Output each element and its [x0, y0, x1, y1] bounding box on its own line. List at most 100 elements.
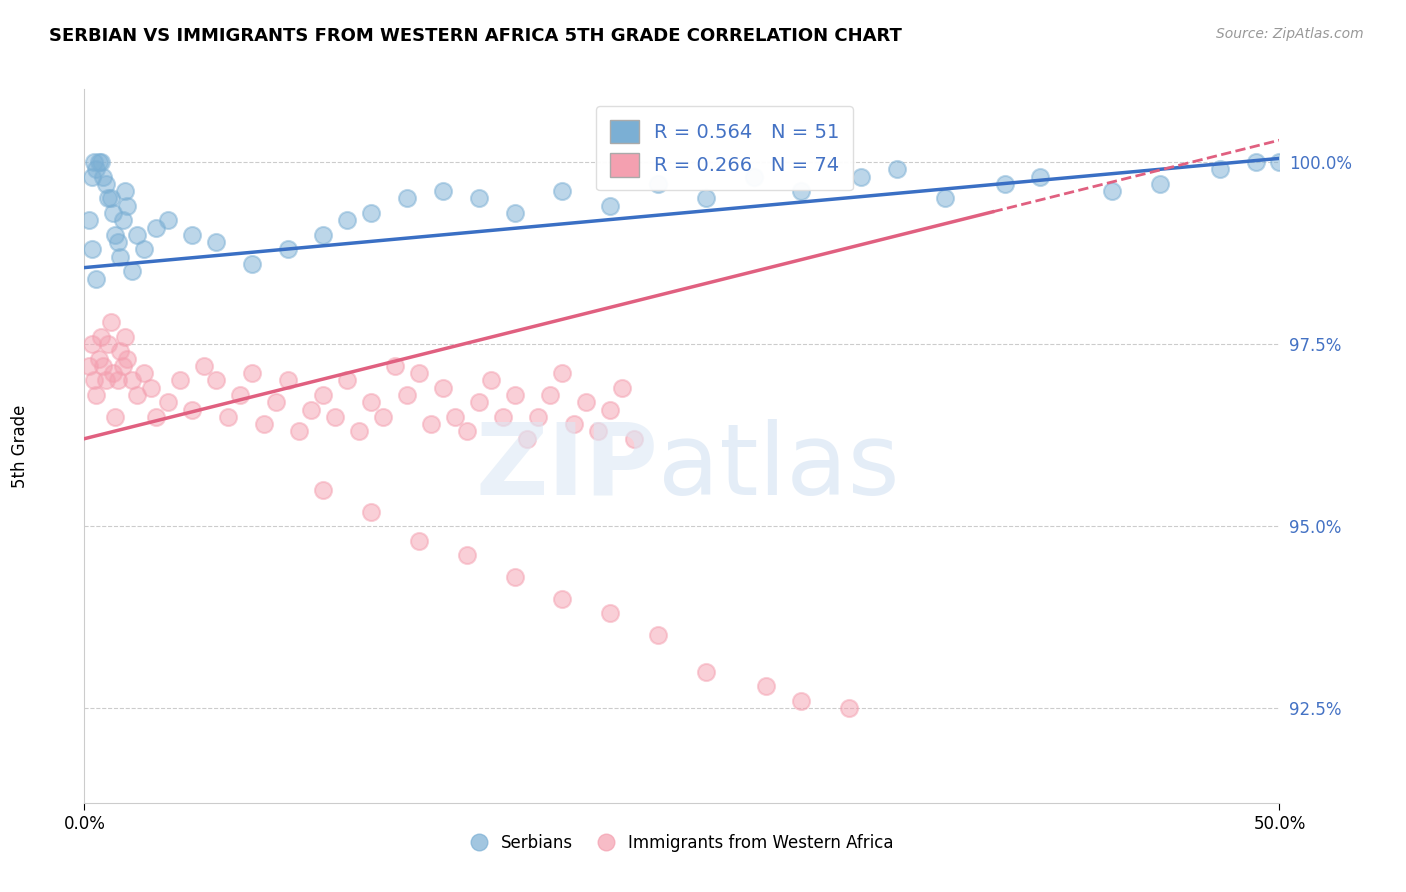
Text: Source: ZipAtlas.com: Source: ZipAtlas.com: [1216, 27, 1364, 41]
Point: [86, 162, 108, 177]
Point: [551, 184, 574, 198]
Point: [240, 257, 263, 271]
Point: [408, 366, 430, 380]
Point: [420, 417, 443, 432]
Point: [599, 402, 621, 417]
Text: atlas: atlas: [658, 419, 900, 516]
Point: [169, 374, 191, 388]
Point: [1149, 177, 1171, 191]
Point: [325, 409, 347, 424]
Point: [612, 381, 634, 395]
Point: [205, 374, 228, 388]
Point: [288, 425, 311, 439]
Point: [87, 351, 110, 366]
Point: [107, 235, 129, 249]
Point: [1244, 155, 1267, 169]
Point: [104, 409, 127, 424]
Point: [527, 409, 550, 424]
Point: [93, 169, 115, 184]
Point: [301, 402, 323, 417]
Point: [97, 337, 120, 351]
Point: [100, 191, 122, 205]
Point: [114, 330, 136, 344]
Point: [336, 374, 359, 388]
Point: [396, 191, 419, 205]
Point: [157, 395, 180, 409]
Point: [111, 359, 134, 373]
Point: [432, 184, 454, 198]
Point: [408, 533, 430, 548]
Point: [384, 359, 406, 373]
Point: [456, 548, 478, 562]
Point: [157, 213, 180, 227]
Point: [132, 243, 156, 257]
Point: [111, 213, 134, 227]
Point: [540, 388, 562, 402]
Point: [360, 504, 382, 518]
Point: [87, 155, 110, 169]
Y-axis label: 5th Grade: 5th Grade: [11, 404, 28, 488]
Point: [101, 206, 124, 220]
Point: [80, 243, 103, 257]
Point: [181, 402, 204, 417]
Point: [360, 206, 382, 220]
Point: [516, 432, 538, 446]
Point: [83, 374, 105, 388]
Point: [90, 330, 112, 344]
Point: [77, 359, 100, 373]
Point: [132, 366, 156, 380]
Point: [838, 701, 860, 715]
Point: [647, 628, 669, 642]
Point: [125, 388, 148, 402]
Point: [117, 199, 139, 213]
Point: [114, 184, 136, 198]
Point: [695, 191, 717, 205]
Point: [468, 191, 491, 205]
Point: [100, 315, 122, 329]
Point: [110, 250, 132, 264]
Point: [934, 191, 956, 205]
Point: [253, 417, 276, 432]
Point: [396, 388, 419, 402]
Point: [468, 395, 491, 409]
Point: [336, 213, 359, 227]
Point: [503, 206, 526, 220]
Point: [141, 381, 163, 395]
Point: [432, 381, 454, 395]
Text: SERBIAN VS IMMIGRANTS FROM WESTERN AFRICA 5TH GRADE CORRELATION CHART: SERBIAN VS IMMIGRANTS FROM WESTERN AFRIC…: [49, 27, 903, 45]
Point: [1209, 162, 1232, 177]
Point: [1268, 155, 1291, 169]
Point: [217, 409, 239, 424]
Point: [90, 155, 112, 169]
Point: [117, 351, 139, 366]
Point: [551, 366, 574, 380]
Point: [994, 177, 1017, 191]
Point: [277, 243, 299, 257]
Point: [277, 374, 299, 388]
Point: [790, 694, 813, 708]
Point: [145, 409, 167, 424]
Point: [1101, 184, 1123, 198]
Point: [83, 155, 105, 169]
Point: [695, 665, 717, 679]
Point: [145, 220, 167, 235]
Point: [623, 432, 645, 446]
Point: [107, 374, 129, 388]
Point: [80, 169, 103, 184]
Point: [647, 177, 669, 191]
Point: [94, 177, 117, 191]
Point: [312, 483, 335, 497]
Point: [121, 374, 143, 388]
Point: [886, 162, 908, 177]
Point: [503, 388, 526, 402]
Point: [104, 227, 127, 242]
Point: [503, 570, 526, 584]
Point: [575, 395, 598, 409]
Point: [373, 409, 395, 424]
Legend: Serbians, Immigrants from Western Africa: Serbians, Immigrants from Western Africa: [464, 828, 900, 859]
Point: [349, 425, 371, 439]
Point: [93, 359, 115, 373]
Point: [755, 679, 778, 693]
Point: [599, 607, 621, 621]
Point: [599, 199, 621, 213]
